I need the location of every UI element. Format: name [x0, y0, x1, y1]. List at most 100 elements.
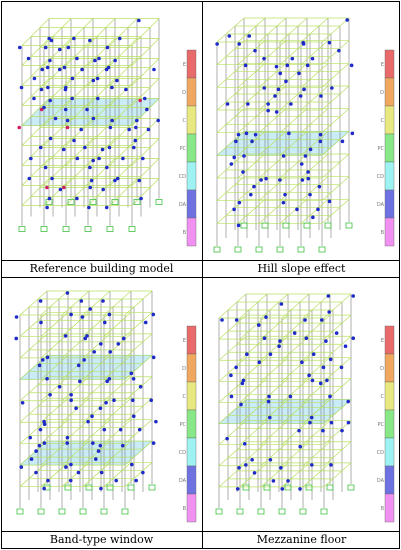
caption-hill: Hill slope effect — [257, 262, 346, 275]
plastic-hinge — [40, 67, 45, 72]
plastic-hinge — [66, 45, 71, 50]
beam-z — [82, 440, 111, 466]
legend-label: E — [381, 62, 384, 68]
plastic-hinge — [227, 34, 232, 38]
plastic-hinge — [87, 205, 91, 210]
plastic-hinge — [58, 187, 63, 192]
plastic-hinge — [301, 42, 306, 46]
plastic-hinge — [20, 400, 25, 405]
support-icon — [127, 484, 135, 491]
plastic-hinge — [121, 336, 126, 341]
plastic-hinge — [97, 56, 101, 61]
plastic-hinge — [295, 207, 299, 212]
beam-z — [281, 399, 310, 424]
plastic-hinge — [65, 435, 70, 440]
slab-floor-6 — [18, 354, 154, 380]
plastic-hinge — [308, 420, 312, 425]
legend-label: B — [183, 230, 187, 236]
plastic-hinge — [139, 196, 143, 201]
plastic-hinge — [34, 470, 38, 475]
plastic-hinge — [151, 312, 156, 317]
plastic-hinge — [79, 127, 83, 132]
plastic-hinge — [328, 357, 333, 362]
panel-hill: E D C PC CD DA B — [203, 2, 399, 260]
beam-z — [321, 153, 350, 179]
beam-z — [65, 178, 94, 206]
plastic-hinge — [300, 360, 304, 365]
beam-z — [103, 312, 132, 337]
support-icon — [40, 226, 48, 232]
plastic-hinge — [154, 419, 158, 424]
beam-z — [302, 293, 331, 319]
beam-z — [124, 355, 153, 380]
beam-z — [87, 78, 116, 106]
beam-z — [281, 378, 310, 403]
plastic-hinge — [268, 415, 272, 420]
plastic-hinge — [349, 63, 354, 68]
beam-z — [65, 138, 94, 166]
legend-swatch — [186, 325, 197, 355]
beam-z — [258, 199, 287, 224]
plastic-hinge — [229, 394, 234, 399]
beam-z — [103, 355, 132, 380]
support-icon — [121, 508, 129, 515]
beam-z — [260, 335, 289, 361]
plastic-hinge — [32, 96, 36, 101]
plastic-hinge — [299, 162, 304, 166]
plastic-hinge — [14, 336, 19, 341]
plastic-hinge — [262, 86, 267, 90]
plastic-hinge — [98, 443, 103, 448]
frame-model-mezzanine: E D C PC CD DA B — [215, 293, 395, 523]
beam-z — [21, 158, 50, 186]
beam-z — [40, 355, 69, 380]
panel-mezzanine: E D C PC CD DA B — [203, 278, 399, 531]
plastic-hinge — [129, 371, 134, 376]
plastic-hinge — [26, 56, 31, 61]
support-icon — [326, 484, 334, 491]
plastic-hinge — [225, 436, 229, 441]
plastic-hinge — [256, 323, 261, 327]
plastic-hinge — [85, 334, 89, 338]
plastic-hinge — [85, 107, 89, 112]
plastic-hinge — [151, 355, 156, 360]
plastic-hinge — [234, 365, 238, 370]
plastic-hinge — [17, 125, 22, 130]
plastic-hinge — [318, 132, 323, 137]
beam-z — [43, 138, 72, 166]
beam-z — [82, 312, 111, 337]
plastic-hinge — [346, 420, 351, 425]
plastic-hinge — [340, 139, 345, 144]
plastic-hinge — [62, 185, 66, 190]
legend-swatch — [384, 437, 395, 467]
beam-z — [258, 131, 287, 156]
plastic-hinge — [88, 185, 93, 190]
support-icon — [213, 246, 221, 253]
beam-z — [216, 108, 245, 133]
support-icon — [64, 484, 72, 491]
plastic-hinge — [134, 125, 138, 130]
beam-z — [19, 290, 48, 316]
beam-z — [218, 420, 247, 445]
plastic-hinge — [237, 200, 242, 205]
plastic-hinge — [235, 487, 240, 491]
support-icon — [261, 222, 269, 229]
plastic-hinge — [86, 419, 90, 424]
plastic-hinge — [46, 478, 50, 483]
plastic-hinge — [102, 427, 107, 432]
plastic-hinge — [127, 127, 131, 132]
plastic-hinge — [327, 310, 331, 314]
legend-label: E — [381, 338, 384, 344]
plastic-hinge — [37, 443, 42, 448]
legend-label: CD — [377, 450, 384, 456]
plastic-hinge — [105, 45, 110, 50]
plastic-hinge — [279, 465, 283, 470]
plastic-hinge — [95, 96, 100, 101]
plastic-hinge — [253, 48, 257, 53]
beam-z — [40, 376, 69, 402]
plastic-hinge — [152, 67, 156, 72]
plastic-hinge — [339, 365, 344, 370]
legend-label: CD — [377, 174, 384, 180]
beam-z — [40, 333, 69, 359]
plastic-hinge — [229, 162, 234, 166]
